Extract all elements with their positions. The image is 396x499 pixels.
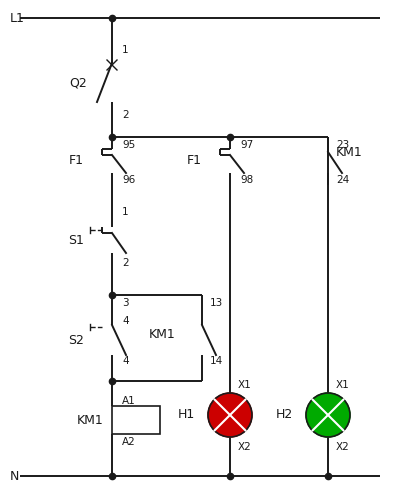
Circle shape bbox=[208, 393, 252, 437]
Text: A1: A1 bbox=[122, 396, 136, 406]
Text: 13: 13 bbox=[210, 298, 223, 308]
Text: 4: 4 bbox=[122, 316, 129, 326]
Circle shape bbox=[306, 393, 350, 437]
Text: X1: X1 bbox=[336, 380, 350, 390]
Text: 1: 1 bbox=[122, 207, 129, 217]
Text: KM1: KM1 bbox=[77, 414, 104, 427]
Text: H1: H1 bbox=[178, 409, 195, 422]
Text: H2: H2 bbox=[276, 409, 293, 422]
Text: 96: 96 bbox=[122, 175, 135, 185]
Bar bbox=[112, 406, 160, 434]
Text: 95: 95 bbox=[122, 140, 135, 150]
Text: S1: S1 bbox=[68, 234, 84, 247]
Text: KM1: KM1 bbox=[336, 147, 363, 160]
Text: 3: 3 bbox=[122, 298, 129, 308]
Text: L1: L1 bbox=[10, 11, 25, 24]
Text: F1: F1 bbox=[187, 155, 202, 168]
Text: 1: 1 bbox=[122, 45, 129, 55]
Text: Q2: Q2 bbox=[69, 76, 87, 89]
Text: 2: 2 bbox=[122, 110, 129, 120]
Text: 4: 4 bbox=[122, 356, 129, 366]
Text: N: N bbox=[10, 470, 19, 483]
Text: KM1: KM1 bbox=[148, 327, 175, 340]
Text: S2: S2 bbox=[68, 333, 84, 346]
Text: 14: 14 bbox=[210, 356, 223, 366]
Text: 24: 24 bbox=[336, 175, 349, 185]
Text: 97: 97 bbox=[240, 140, 253, 150]
Text: F1: F1 bbox=[69, 155, 84, 168]
Text: 23: 23 bbox=[336, 140, 349, 150]
Text: X2: X2 bbox=[238, 442, 252, 452]
Text: 98: 98 bbox=[240, 175, 253, 185]
Text: X2: X2 bbox=[336, 442, 350, 452]
Text: A2: A2 bbox=[122, 437, 136, 447]
Text: 2: 2 bbox=[122, 258, 129, 268]
Text: X1: X1 bbox=[238, 380, 252, 390]
